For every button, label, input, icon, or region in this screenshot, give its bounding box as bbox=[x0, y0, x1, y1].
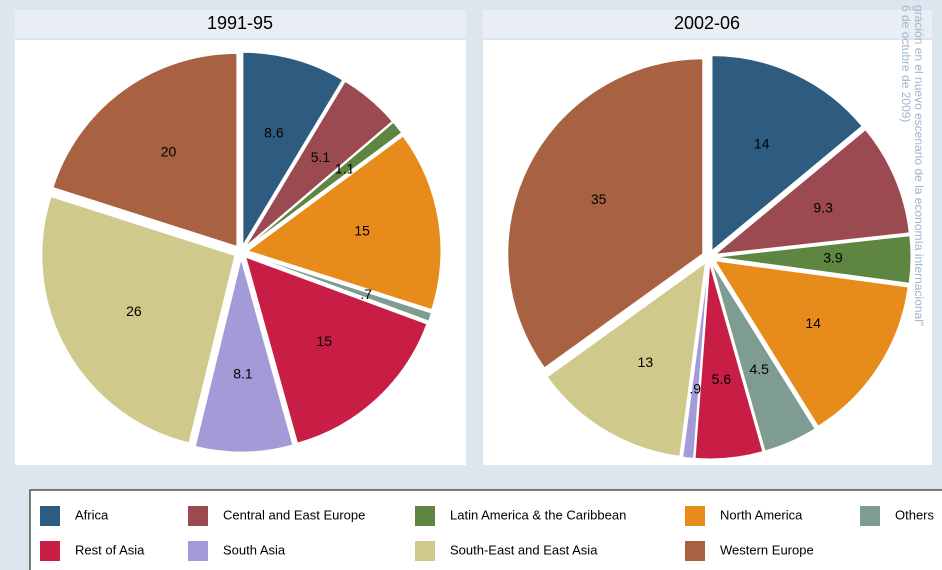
legend-label: Rest of Asia bbox=[75, 542, 145, 557]
data-label: 3.9 bbox=[823, 249, 843, 265]
pie-slice bbox=[247, 253, 433, 322]
data-label: .9 bbox=[689, 381, 701, 397]
panel-title: 2002-06 bbox=[674, 13, 740, 33]
legend-label: South-East and East Asia bbox=[450, 542, 598, 557]
legend-swatch bbox=[685, 541, 705, 561]
legend-swatch bbox=[188, 506, 208, 526]
legend-label: Others bbox=[895, 507, 935, 522]
legend-swatch bbox=[40, 541, 60, 561]
data-label: 26 bbox=[126, 303, 142, 319]
pie-slice bbox=[242, 51, 344, 248]
data-label: 9.3 bbox=[813, 199, 833, 215]
pie-slice bbox=[246, 135, 442, 311]
pie-slice bbox=[713, 128, 910, 255]
legend-swatch bbox=[415, 506, 435, 526]
pie-slice bbox=[52, 52, 238, 248]
data-label: 15 bbox=[316, 333, 332, 349]
data-label: 1.1 bbox=[335, 160, 355, 176]
legend-label: North America bbox=[720, 507, 803, 522]
legend-swatch bbox=[685, 506, 705, 526]
legend-label: Latin America & the Caribbean bbox=[450, 507, 626, 522]
pie-slice bbox=[194, 257, 294, 453]
watermark: 6 de octubre de 2009) bbox=[899, 5, 913, 122]
pie-slice bbox=[694, 263, 764, 460]
panel-title-strip bbox=[483, 10, 932, 38]
pie-slice bbox=[711, 263, 816, 452]
data-label: 14 bbox=[805, 315, 821, 331]
pie-slice bbox=[715, 235, 912, 284]
legend-swatch bbox=[860, 506, 880, 526]
data-label: 13 bbox=[638, 354, 654, 370]
pie-slice bbox=[711, 55, 863, 252]
pie-slice bbox=[682, 263, 709, 459]
data-label: 5.6 bbox=[712, 371, 732, 387]
legend-swatch bbox=[40, 506, 60, 526]
pie-slice bbox=[244, 256, 428, 444]
pie-slice bbox=[245, 80, 394, 248]
data-label: 8.1 bbox=[233, 365, 253, 381]
pie-slice bbox=[507, 58, 704, 369]
data-label: .7 bbox=[360, 286, 372, 302]
legend-label: Western Europe bbox=[720, 542, 814, 557]
data-label: 15 bbox=[354, 223, 370, 239]
data-label: 4.5 bbox=[749, 361, 769, 377]
legend-label: Central and East Europe bbox=[223, 507, 365, 522]
pie-slice bbox=[246, 121, 403, 249]
legend-label: Africa bbox=[75, 507, 109, 522]
data-label: 14 bbox=[754, 135, 770, 151]
pie-slice bbox=[41, 196, 236, 444]
data-label: 8.6 bbox=[264, 124, 284, 140]
watermark: gración en el nuevo escenario de la econ… bbox=[912, 5, 926, 326]
panel-title: 1991-95 bbox=[207, 13, 273, 33]
legend-swatch bbox=[415, 541, 435, 561]
pie-slice bbox=[713, 260, 909, 427]
data-label: 5.1 bbox=[311, 149, 331, 165]
legend-label: South Asia bbox=[223, 542, 286, 557]
data-label: 35 bbox=[591, 191, 607, 207]
panel-title-strip bbox=[15, 10, 466, 38]
data-label: 20 bbox=[161, 144, 177, 160]
pie-slice bbox=[546, 261, 707, 457]
legend bbox=[29, 489, 942, 570]
legend-swatch bbox=[188, 541, 208, 561]
